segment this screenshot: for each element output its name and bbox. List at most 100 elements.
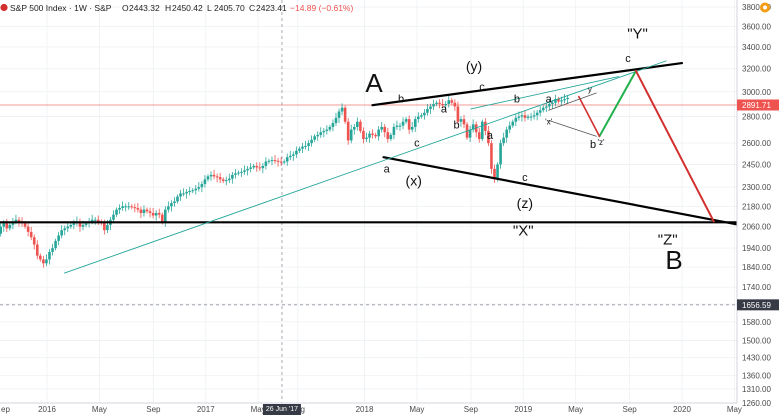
candle[interactable]	[532, 110, 536, 120]
candle[interactable]	[319, 127, 323, 138]
candle[interactable]	[112, 210, 115, 224]
candle[interactable]	[264, 157, 268, 170]
candle[interactable]	[51, 243, 54, 256]
candle[interactable]	[45, 254, 48, 267]
candle[interactable]	[380, 121, 384, 133]
candle[interactable]	[221, 177, 225, 184]
candle[interactable]	[410, 121, 414, 133]
candle[interactable]	[447, 95, 451, 108]
candle[interactable]	[5, 218, 9, 233]
candle[interactable]	[93, 216, 97, 225]
candle[interactable]	[362, 127, 365, 144]
candle[interactable]	[523, 110, 527, 122]
candle[interactable]	[545, 102, 548, 113]
candle[interactable]	[96, 215, 100, 226]
candle[interactable]	[285, 153, 289, 166]
inner-trendline[interactable]	[470, 76, 619, 110]
candle[interactable]	[322, 128, 326, 138]
candle[interactable]	[194, 185, 198, 195]
candle[interactable]	[228, 173, 231, 184]
candle[interactable]	[426, 103, 429, 116]
candle[interactable]	[346, 118, 350, 145]
candle[interactable]	[66, 222, 70, 233]
candle[interactable]	[429, 103, 432, 115]
candle[interactable]	[490, 140, 493, 174]
candle[interactable]	[535, 109, 539, 121]
triangle-upper[interactable]	[371, 61, 684, 107]
candle[interactable]	[316, 131, 320, 141]
candle[interactable]	[563, 94, 566, 104]
candle[interactable]	[182, 188, 185, 197]
candle[interactable]	[69, 222, 73, 229]
candle[interactable]	[258, 162, 262, 172]
candle[interactable]	[337, 108, 341, 123]
candle[interactable]	[276, 157, 280, 167]
candle[interactable]	[240, 168, 243, 177]
candle[interactable]	[301, 143, 304, 154]
candle[interactable]	[252, 163, 255, 170]
candle[interactable]	[474, 121, 478, 138]
candle[interactable]	[200, 181, 204, 193]
candle[interactable]	[39, 253, 42, 262]
candle[interactable]	[191, 188, 195, 194]
candle[interactable]	[185, 188, 188, 199]
candle[interactable]	[313, 134, 316, 142]
sub-wave-lower[interactable]	[548, 120, 597, 137]
candle[interactable]	[288, 150, 292, 161]
candle[interactable]	[121, 201, 124, 211]
candle[interactable]	[72, 219, 76, 230]
triangle-lower[interactable]	[382, 156, 760, 230]
candle[interactable]	[154, 210, 158, 221]
candle[interactable]	[267, 158, 271, 164]
candle[interactable]	[386, 127, 390, 143]
candle[interactable]	[170, 200, 173, 212]
candle[interactable]	[212, 169, 216, 180]
candle[interactable]	[179, 189, 182, 201]
candle[interactable]	[484, 118, 487, 136]
candle[interactable]	[389, 132, 393, 142]
candle[interactable]	[145, 207, 149, 214]
candle[interactable]	[273, 155, 277, 164]
candle[interactable]	[548, 98, 551, 110]
candle[interactable]	[118, 204, 121, 214]
candle[interactable]	[502, 132, 505, 147]
candle[interactable]	[480, 119, 484, 142]
candle[interactable]	[237, 170, 240, 176]
candle[interactable]	[35, 240, 39, 260]
candle[interactable]	[295, 146, 298, 158]
candle[interactable]	[261, 163, 265, 174]
candle[interactable]	[468, 126, 472, 142]
gear-icon[interactable]	[760, 2, 770, 13]
candle[interactable]	[157, 208, 161, 219]
candle[interactable]	[310, 135, 313, 147]
candle[interactable]	[554, 94, 557, 107]
candle[interactable]	[541, 105, 545, 113]
candle[interactable]	[508, 121, 512, 134]
candle[interactable]	[499, 139, 502, 169]
candle[interactable]	[188, 186, 191, 196]
candle[interactable]	[328, 124, 332, 132]
candle[interactable]	[377, 126, 380, 141]
candle[interactable]	[124, 203, 127, 212]
candle[interactable]	[164, 206, 167, 227]
candle[interactable]	[57, 231, 60, 246]
candle[interactable]	[487, 125, 490, 147]
sub-wave-upper[interactable]	[548, 92, 597, 111]
candle[interactable]	[566, 94, 569, 105]
candle[interactable]	[139, 206, 143, 219]
long-trendline[interactable]	[64, 60, 667, 274]
candle[interactable]	[420, 113, 423, 119]
candle[interactable]	[282, 159, 286, 165]
candle[interactable]	[115, 207, 118, 217]
candle[interactable]	[438, 99, 441, 109]
candle[interactable]	[395, 120, 399, 130]
candle[interactable]	[78, 218, 82, 232]
candle[interactable]	[432, 99, 435, 111]
candle[interactable]	[32, 234, 36, 250]
candle[interactable]	[176, 194, 179, 204]
candle[interactable]	[304, 140, 307, 150]
candle[interactable]	[371, 129, 374, 139]
candle[interactable]	[224, 176, 228, 186]
candle[interactable]	[413, 116, 417, 133]
